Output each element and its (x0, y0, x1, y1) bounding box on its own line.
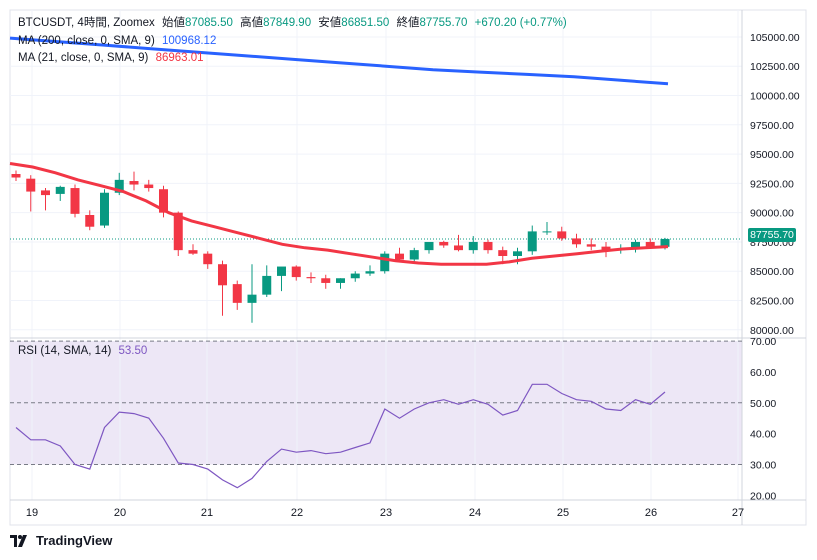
time-tick-label: 26 (645, 507, 657, 519)
candle-body (321, 278, 331, 283)
chart-frame (9, 9, 807, 526)
legend-close: 87755.70 (419, 17, 468, 29)
tradingview-logo-icon (10, 534, 27, 547)
rsi-tick-label: 40.00 (750, 429, 776, 441)
candle-body (203, 253, 213, 265)
candle-body (513, 251, 522, 256)
candle-body (631, 241, 640, 249)
candle-body (586, 244, 596, 247)
candle-body (409, 250, 419, 260)
candle-body (483, 241, 493, 251)
candle-body (100, 192, 109, 226)
legend-high-label: 高値 (240, 17, 264, 29)
candle-body (336, 278, 345, 283)
rsi-tick-label: 70.00 (750, 336, 776, 348)
time-tick-label: 19 (26, 507, 38, 519)
legend-ma200-value: 100968.12 (161, 35, 217, 47)
candle-body (173, 212, 183, 251)
legend-high: 87849.90 (263, 17, 312, 29)
price-tick-label: 82500.00 (750, 296, 794, 308)
legend-rsi[interactable]: RSI (14, SMA, 14) 53.50 (18, 344, 151, 358)
time-tick-label: 22 (291, 507, 303, 519)
rsi-tick-label: 20.00 (750, 490, 776, 502)
time-tick-label: 27 (732, 507, 744, 519)
candle-body (277, 266, 286, 276)
candle-body (306, 277, 316, 279)
time-tick-label: 25 (557, 507, 569, 519)
candle-body (144, 184, 154, 189)
rsi-tick-label: 60.00 (750, 367, 776, 379)
footer-brand: TradingView (36, 533, 113, 548)
candle-body (527, 231, 537, 252)
candle-body (41, 190, 50, 196)
candle-body (660, 238, 670, 247)
legend-change: +670.20 (+0.77%) (474, 17, 567, 29)
rsi-tick-label: 50.00 (750, 398, 776, 410)
candle-body (291, 266, 301, 278)
candle-body (439, 241, 449, 246)
ma200-line (9, 36, 669, 86)
legend-rsi-label: RSI (14, SMA, 14) (18, 345, 112, 357)
candle-body (262, 275, 272, 295)
price-tick-label: 90000.00 (750, 208, 794, 220)
legend-open-label: 始値 (161, 17, 185, 29)
price-tick-label: 92500.00 (750, 178, 794, 190)
candle-body (557, 231, 567, 239)
candle-body (129, 181, 139, 185)
candle-body (159, 189, 168, 213)
ma21-line (9, 162, 669, 266)
price-tick-label: 80000.00 (750, 325, 794, 337)
candle-body (188, 250, 198, 254)
candle-body (70, 188, 80, 214)
candle-body (468, 241, 478, 251)
time-tick-label: 20 (114, 507, 126, 519)
candle-body (350, 273, 360, 279)
legend-low: 86851.50 (341, 17, 390, 29)
price-tick-label: 105000.00 (750, 32, 800, 44)
candle-body (232, 284, 242, 303)
footer[interactable]: TradingView (10, 533, 112, 548)
legend-close-label: 終値 (396, 17, 420, 29)
rsi-line (15, 383, 666, 489)
legend-open: 87085.50 (184, 17, 233, 29)
candle-body (454, 245, 463, 251)
candle-body (601, 246, 611, 252)
price-tick-label: 97500.00 (750, 120, 794, 132)
legend-rsi-value: 53.50 (118, 345, 148, 357)
time-tick-label: 24 (469, 507, 481, 519)
candle-body (114, 179, 124, 193)
legend-ma200-label: MA (200, close, 0, SMA, 9) (18, 35, 155, 47)
legend-ma21[interactable]: MA (21, close, 0, SMA, 9) 86963.01 (18, 51, 208, 65)
candle-body (498, 250, 508, 256)
legend-ma21-label: MA (21, close, 0, SMA, 9) (18, 52, 149, 64)
legend-main: BTCUSDT, 4時間, Zoomex 始値87085.50 高値87849.… (18, 16, 571, 30)
candle-body (365, 271, 375, 274)
price-tick-label: 85000.00 (750, 266, 794, 278)
candle-body (572, 238, 581, 245)
candle-body (542, 231, 552, 233)
candle-body (424, 241, 434, 251)
legend-ma200[interactable]: MA (200, close, 0, SMA, 9) 100968.12 (18, 34, 220, 48)
candle-body (380, 253, 390, 272)
time-tick-label: 23 (380, 507, 392, 519)
candle-body (11, 174, 21, 178)
candle-body (55, 186, 65, 194)
legend-ma21-value: 86963.01 (155, 52, 204, 64)
price-tick-label: 95000.00 (750, 149, 794, 161)
rsi-tick-label: 30.00 (750, 460, 776, 472)
candle-body (395, 253, 404, 260)
candle-body (645, 241, 655, 247)
price-tick-label: 100000.00 (750, 91, 800, 103)
price-tick-label: 102500.00 (750, 61, 800, 73)
legend-symbol: BTCUSDT, 4時間, Zoomex (18, 17, 155, 29)
candle-body (26, 178, 36, 192)
last-price-tag: 87755.70 (748, 228, 796, 242)
candle-body (218, 264, 227, 286)
candle-body (85, 215, 95, 227)
candle-body (247, 294, 257, 303)
time-tick-label: 21 (201, 507, 213, 519)
legend-low-label: 安値 (318, 17, 342, 29)
